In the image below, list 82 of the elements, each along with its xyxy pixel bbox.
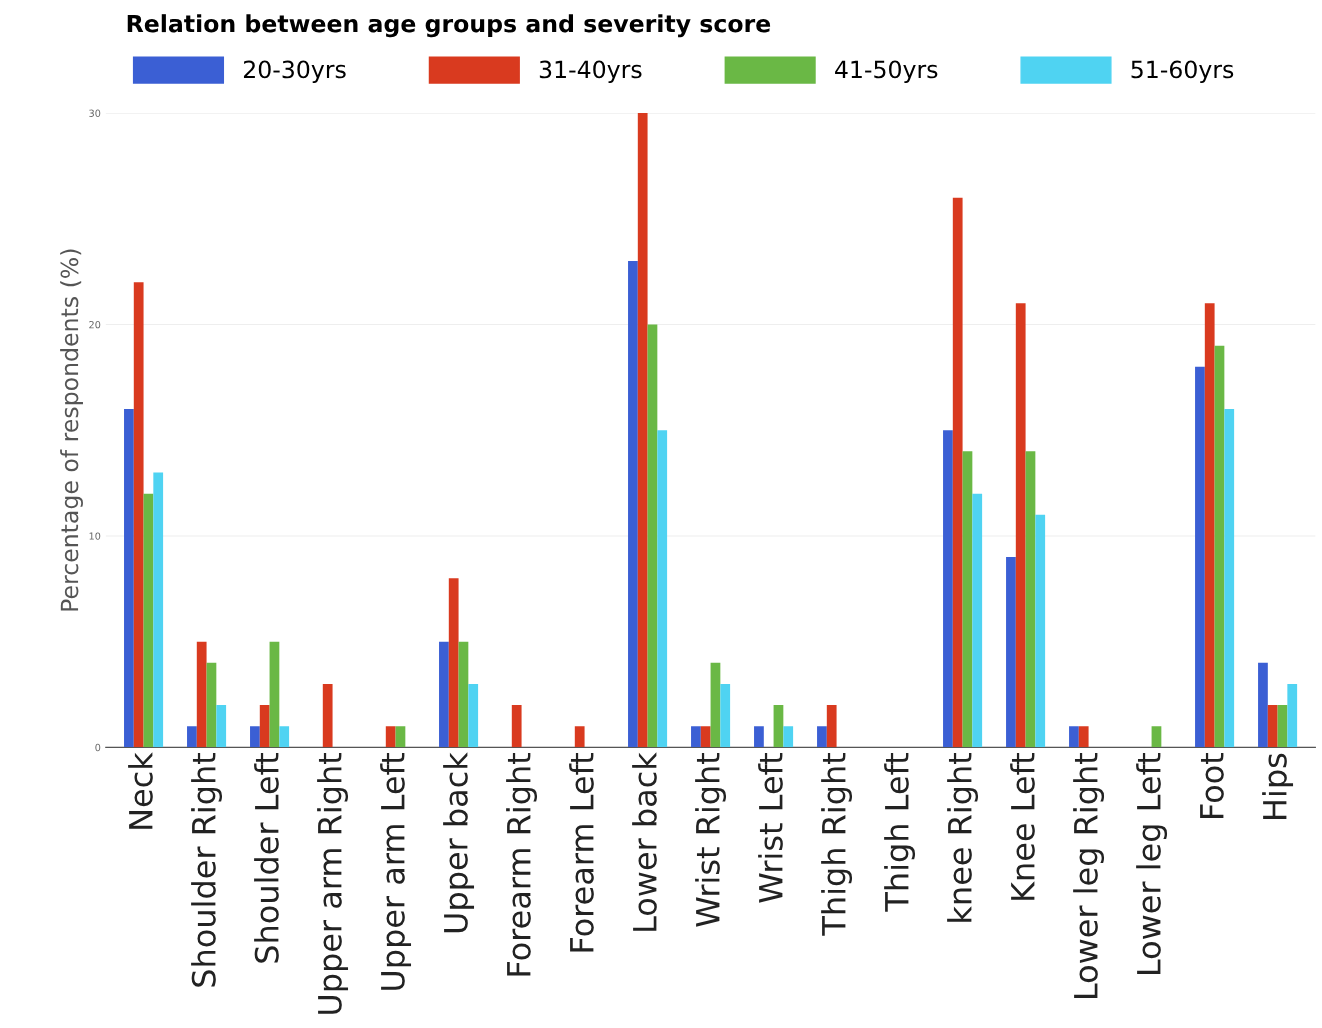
x-tick-label: Foot: [1200, 752, 1224, 818]
y-axis-title: Percentage of respondents (%): [60, 249, 83, 611]
x-tick-label: knee Right: [947, 752, 979, 922]
x-tick-label: Wrist Right: [695, 752, 727, 927]
legend-label: 41-50yrs: [835, 60, 938, 83]
bar: [1287, 683, 1298, 748]
x-tick-label: Neck: [128, 752, 153, 829]
bar: [439, 641, 449, 748]
x-tick-label: Knee Left: [1010, 752, 1035, 900]
bar: [826, 705, 837, 748]
bar: [153, 472, 164, 748]
x-tick-label: Wrist Left: [758, 752, 783, 903]
y-tick-label: 30: [89, 109, 101, 117]
bar: [817, 726, 827, 748]
bar: [187, 726, 197, 748]
bar: [1277, 705, 1288, 748]
x-tick-label: Upper arm Right: [317, 752, 349, 1014]
legend-label: 51-60yrs: [1131, 60, 1234, 83]
x-tick-label: Forearm Left: [569, 752, 594, 952]
bar: [783, 726, 794, 748]
bar: [1195, 366, 1205, 748]
bar: [269, 641, 280, 748]
bar: [754, 726, 764, 748]
bar: [574, 726, 585, 748]
bar: [1151, 726, 1162, 748]
x-tick-label: Upper back: [443, 752, 475, 933]
bar: [511, 705, 522, 748]
bar: [628, 261, 638, 748]
x-tick-label: Upper arm Left: [380, 752, 412, 990]
bar: [124, 409, 134, 748]
bar: [196, 641, 207, 748]
legend-label: 20-30yrs: [243, 60, 346, 83]
bar: [458, 641, 469, 748]
bar: [279, 726, 290, 748]
bar: [1224, 409, 1235, 748]
x-tick-label: Hips: [1262, 753, 1294, 819]
bar: [395, 726, 406, 748]
y-tick-label: 10: [89, 532, 101, 540]
bar: [952, 197, 963, 748]
bar: [647, 324, 658, 748]
bar: [250, 726, 260, 748]
bar: [216, 705, 227, 748]
bar: [1258, 662, 1268, 748]
bar: [468, 683, 479, 748]
bar: [1015, 303, 1026, 748]
bar: [1267, 705, 1278, 748]
bar: [943, 430, 953, 748]
bar: [385, 726, 396, 748]
bar: [720, 683, 731, 748]
bar: [143, 493, 154, 748]
bar: [710, 662, 721, 748]
x-tick-label: Shoulder Right: [191, 752, 223, 987]
bar: [691, 726, 701, 748]
bar: [1069, 726, 1079, 748]
x-tick-label: Thigh Right: [821, 752, 853, 936]
bar: [1006, 557, 1016, 748]
bar: [1214, 345, 1225, 748]
bar: [1204, 303, 1215, 748]
bar: [322, 683, 333, 748]
bar: [448, 578, 459, 748]
bar: [972, 493, 983, 748]
bar: [259, 705, 270, 748]
bar: [700, 726, 711, 748]
bar: [773, 705, 784, 748]
bar: [1035, 514, 1046, 748]
legend-label: 31-40yrs: [539, 60, 642, 83]
chart-title: Relation between age groups and severity score: [127, 14, 771, 38]
x-tick-label: Lower leg Left: [1136, 752, 1168, 974]
y-tick-label: 20: [89, 320, 101, 329]
x-tick-label: Lower back: [632, 752, 657, 931]
bar: [637, 113, 648, 748]
x-tick-label: Thigh Left: [884, 752, 916, 912]
y-tick-label: 0: [95, 743, 101, 752]
bar: [133, 282, 144, 748]
x-tick-label: Forearm Right: [506, 752, 538, 976]
bar: [657, 430, 668, 748]
bar: [1025, 451, 1036, 748]
x-tick-label: Shoulder Left: [254, 752, 279, 963]
bar: [206, 662, 217, 748]
x-tick-label: Lower leg Right: [1073, 752, 1105, 999]
bar: [1078, 726, 1089, 748]
bar: [962, 451, 973, 748]
